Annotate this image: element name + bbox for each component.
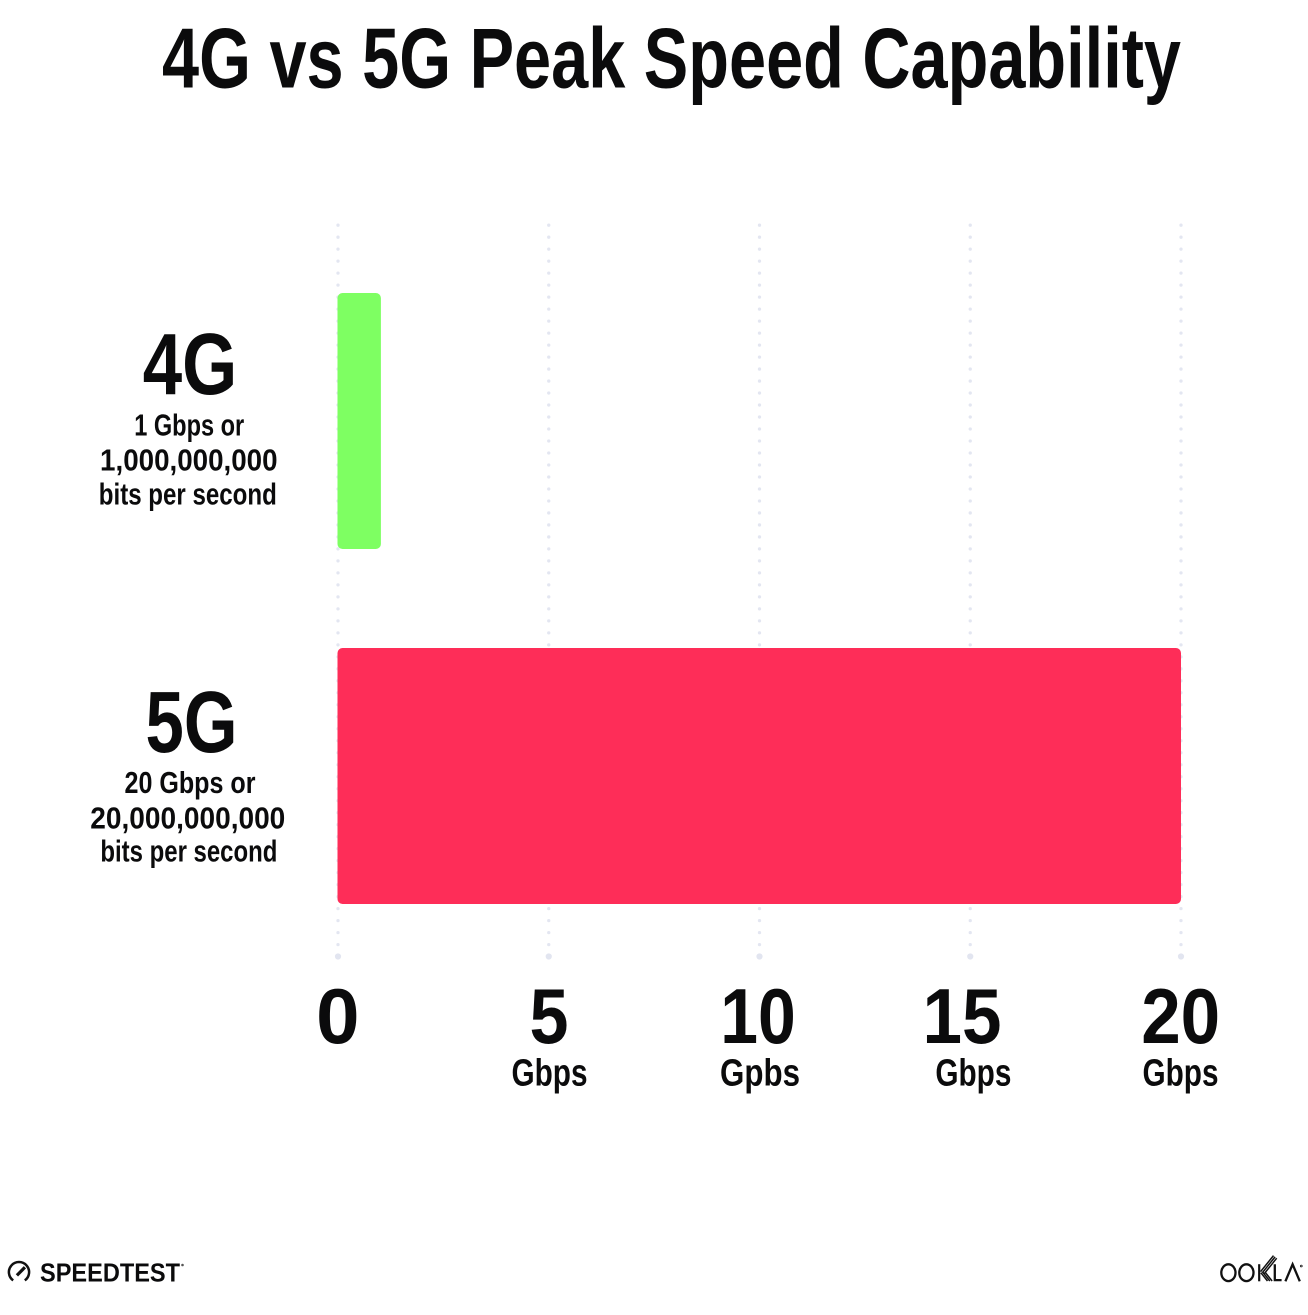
svg-text:SPEEDTEST: SPEEDTEST <box>40 1257 180 1287</box>
svg-text:Gpbs: Gpbs <box>720 1053 800 1095</box>
svg-text:20,000,000,000: 20,000,000,000 <box>90 800 285 835</box>
svg-text:Gbps: Gbps <box>935 1053 1011 1095</box>
svg-text:15: 15 <box>923 972 1002 1060</box>
svg-text:5: 5 <box>530 972 569 1060</box>
svg-text:10: 10 <box>720 972 796 1060</box>
svg-text:1 Gbps or: 1 Gbps or <box>134 408 244 443</box>
svg-text:4G vs 5G Peak Speed Capability: 4G vs 5G Peak Speed Capability <box>162 12 1181 107</box>
svg-text:20: 20 <box>1141 972 1220 1060</box>
svg-text:5G: 5G <box>146 674 238 771</box>
svg-text:20 Gbps or: 20 Gbps or <box>125 765 256 800</box>
svg-text:4G: 4G <box>143 316 238 413</box>
svg-text:bits per second: bits per second <box>100 833 277 868</box>
svg-text:Gbps: Gbps <box>512 1053 588 1095</box>
svg-text:bits per second: bits per second <box>99 477 277 512</box>
svg-text:1,000,000,000: 1,000,000,000 <box>100 443 278 478</box>
svg-text:Gbps: Gbps <box>1143 1053 1219 1095</box>
svg-text:0: 0 <box>316 972 359 1060</box>
